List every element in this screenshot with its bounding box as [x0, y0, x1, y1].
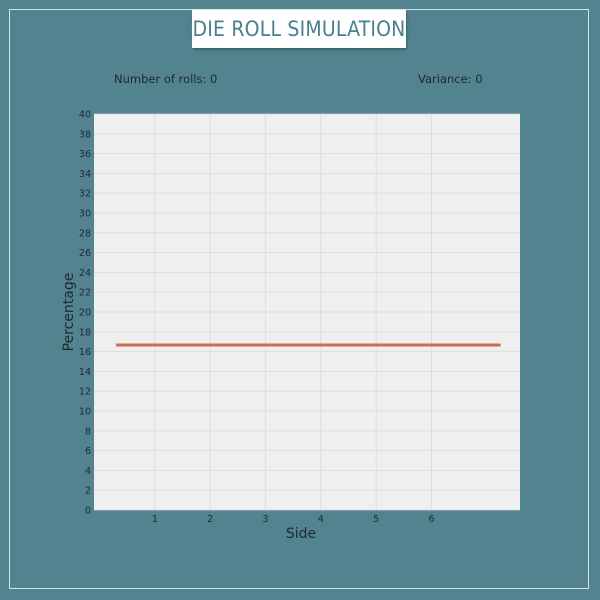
y-tick-label: 22: [79, 288, 91, 299]
y-tick-label: 6: [85, 446, 91, 457]
x-tick-label: 5: [373, 514, 379, 525]
y-tick-label: 28: [79, 228, 91, 239]
grid-lines: [94, 113, 520, 511]
y-tick-label: 20: [79, 308, 91, 319]
title-banner: (DIE ROLL SIMULATION): [185, 10, 413, 48]
x-tick-label: 6: [428, 514, 434, 525]
x-tick-label: 4: [318, 514, 324, 525]
x-tick-label: 1: [152, 514, 158, 525]
x-tick-label: 3: [262, 514, 268, 525]
y-tick-label: 40: [79, 110, 91, 121]
y-tick-label: 24: [79, 268, 91, 279]
y-tick-label: 18: [79, 327, 91, 338]
rolls-count-label: Number of rolls: 0: [114, 72, 218, 86]
outer-frame: [9, 9, 589, 589]
y-tick-label: 16: [79, 347, 91, 358]
y-tick-label: 12: [79, 387, 91, 398]
y-tick-label: 4: [85, 466, 91, 477]
variance-label: Variance: 0: [418, 72, 483, 86]
y-tick-label: 0: [85, 506, 91, 517]
y-axis-title: Percentage: [61, 273, 77, 352]
x-axis-title: Side: [286, 526, 316, 542]
y-tick-label: 2: [85, 486, 91, 497]
y-tick-label: 26: [79, 248, 91, 259]
page-title: (DIE ROLL SIMULATION): [184, 17, 414, 41]
y-tick-label: 14: [79, 367, 91, 378]
y-tick-label: 38: [79, 129, 91, 140]
y-tick-label: 34: [79, 169, 91, 180]
y-tick-label: 8: [85, 426, 91, 437]
y-tick-label: 30: [79, 209, 91, 220]
y-tick-label: 10: [79, 407, 91, 418]
y-tick-label: 36: [79, 149, 91, 160]
y-tick-label: 32: [79, 189, 91, 200]
x-tick-label: 2: [207, 514, 213, 525]
